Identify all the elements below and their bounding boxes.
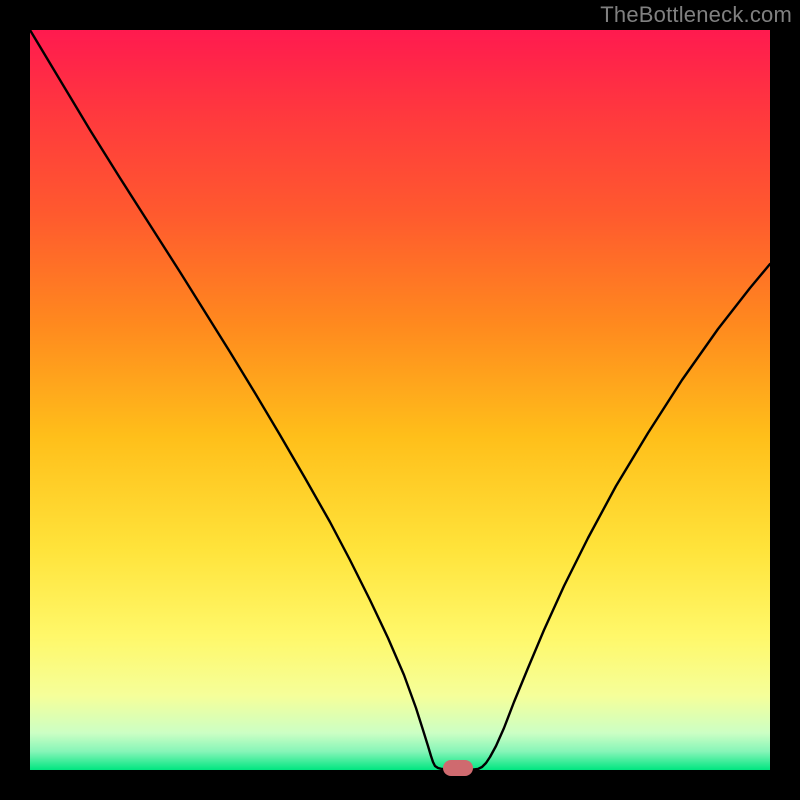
bottleneck-marker <box>443 760 473 776</box>
chart-frame: TheBottleneck.com <box>0 0 800 800</box>
plot-area <box>30 30 770 770</box>
watermark-text: TheBottleneck.com <box>600 2 792 28</box>
gradient-background <box>30 30 770 770</box>
plot-svg <box>30 30 770 770</box>
